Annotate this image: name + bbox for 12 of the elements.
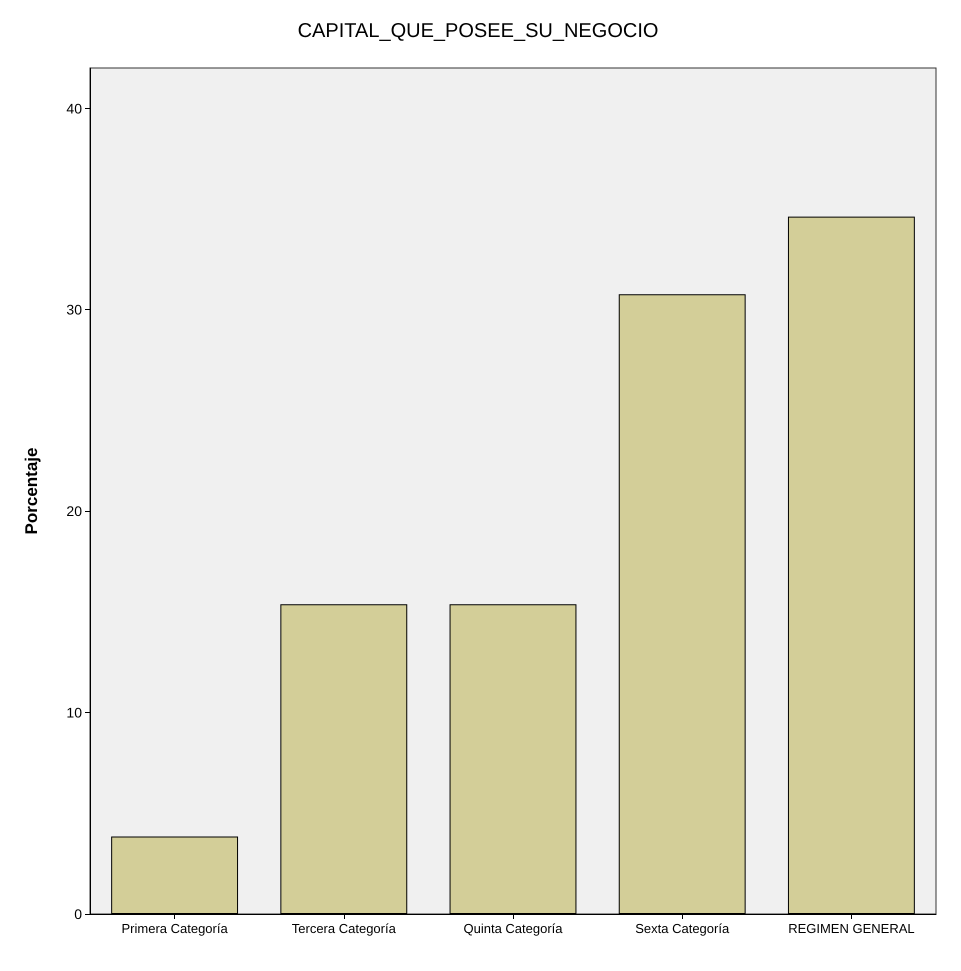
y-axis-title: Porcentaje (22, 448, 41, 534)
x-tick-label: REGIMEN GENERAL (788, 921, 915, 936)
x-tick-label: Sexta Categoría (635, 921, 730, 936)
y-tick-label: 20 (66, 503, 82, 520)
y-tick-label: 0 (74, 906, 82, 922)
x-tick-label: Primera Categoría (121, 921, 228, 936)
y-tick-label: 40 (66, 100, 82, 116)
y-tick-label: 10 (66, 704, 82, 721)
y-tick-label: 30 (66, 302, 82, 318)
x-tick-label: Quinta Categoría (463, 921, 564, 936)
x-tick-label: Tercera Categoría (292, 921, 397, 936)
chart-title: CAPITAL_QUE_POSEE_SU_NEGOCIO (298, 20, 658, 42)
